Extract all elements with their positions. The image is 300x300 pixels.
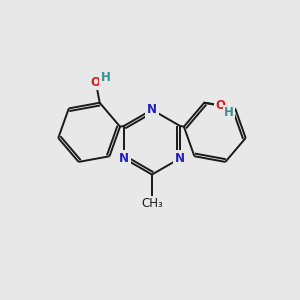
Text: N: N — [175, 152, 185, 165]
Text: O: O — [215, 99, 225, 112]
Text: O: O — [91, 76, 101, 88]
Text: H: H — [100, 71, 110, 84]
Text: CH₃: CH₃ — [141, 197, 163, 211]
Text: N: N — [147, 103, 157, 116]
Text: H: H — [224, 106, 234, 119]
Text: N: N — [119, 152, 129, 165]
